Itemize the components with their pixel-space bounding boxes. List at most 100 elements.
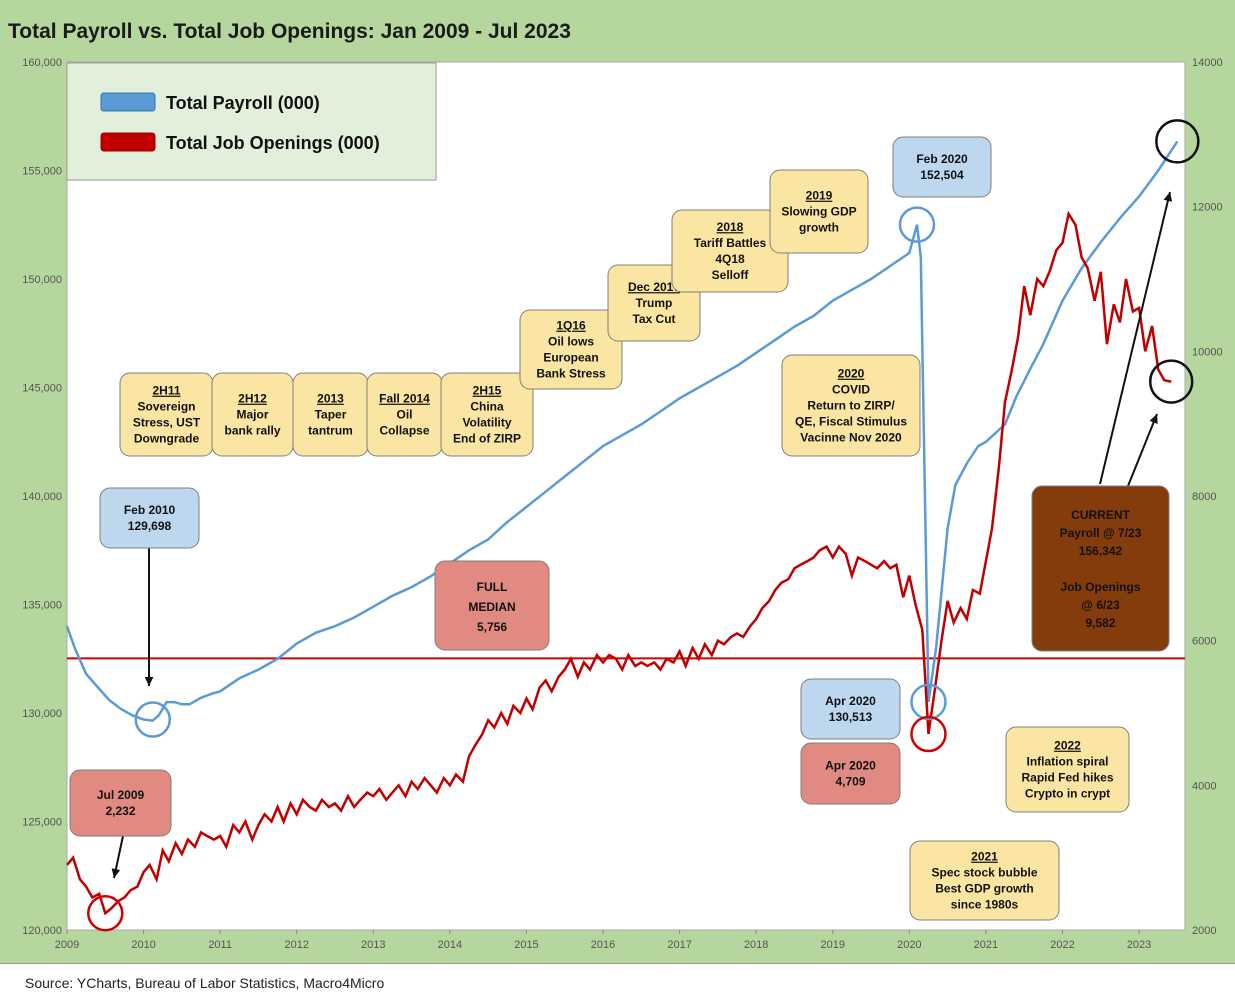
annotation-apr2020p-line: 130,513 bbox=[829, 710, 873, 724]
annotation-feb2020-box bbox=[892, 136, 992, 198]
right-axis-tick-label: 2000 bbox=[1192, 925, 1216, 937]
annotation-covid-box bbox=[781, 354, 921, 457]
annotation-2018-line: 2018 bbox=[717, 220, 744, 234]
annotation-2021-line: since 1980s bbox=[951, 898, 1019, 912]
annotation-2h12-line: 2H12 bbox=[238, 392, 267, 406]
annotation-current-line: 156,342 bbox=[1079, 544, 1123, 558]
x-axis-tick-label: 2020 bbox=[897, 939, 921, 951]
current-jobs-arrow-head bbox=[1149, 414, 1158, 424]
chart-title: Total Payroll vs. Total Job Openings: Ja… bbox=[8, 20, 571, 43]
annotation-2h11-line: Sovereign bbox=[137, 400, 195, 414]
jul-2009-arrow-head bbox=[111, 868, 121, 878]
annotation-apr2020j-line: 4,709 bbox=[835, 775, 865, 789]
x-axis-tick-label: 2021 bbox=[974, 939, 998, 951]
annotation-2021-line: Best GDP growth bbox=[935, 882, 1033, 896]
x-axis-tick-label: 2017 bbox=[667, 939, 691, 951]
annotation-1q16-line: Oil lows bbox=[548, 335, 594, 349]
x-axis-tick-label: 2022 bbox=[1050, 939, 1074, 951]
annotation-current-line: CURRENT bbox=[1071, 508, 1130, 522]
x-axis-tick-label: 2010 bbox=[131, 939, 155, 951]
annotation-covid-line: QE, Fiscal Stimulus bbox=[795, 415, 907, 429]
left-axis-tick-label: 155,000 bbox=[22, 166, 62, 178]
annotation-1q16-line: European bbox=[543, 351, 598, 365]
annotation-apr2020j-box bbox=[800, 742, 901, 805]
annotation-2h11-line: Stress, UST bbox=[133, 416, 201, 430]
feb-2010-arrow bbox=[144, 548, 154, 686]
annotation-feb2010-line: Feb 2010 bbox=[124, 503, 176, 517]
jul-2009-marker bbox=[87, 894, 124, 932]
x-axis-tick-label: 2016 bbox=[591, 939, 615, 951]
annotation-feb2020-line: 152,504 bbox=[920, 168, 964, 182]
annotation-median-line: MEDIAN bbox=[468, 600, 515, 614]
annotation-2022: 2022 Inflation spiral Rapid Fed hikes Crypt… bbox=[1005, 726, 1130, 813]
annotation-current-line: Payroll @ 7/23 bbox=[1060, 526, 1142, 540]
right-axis-tick-label: 4000 bbox=[1192, 780, 1216, 792]
right-axis-tick-label: 6000 bbox=[1192, 636, 1216, 648]
annotation-jul2009-line: 2,232 bbox=[105, 804, 135, 818]
left-axis-tick-label: 125,000 bbox=[22, 817, 62, 829]
annotation-dec2017-line: Dec 2017 bbox=[628, 280, 680, 294]
x-axis-tick-label: 2018 bbox=[744, 939, 768, 951]
annotation-covid-line: COVID bbox=[832, 383, 870, 397]
annotation-2022-line: Inflation spiral bbox=[1026, 755, 1108, 769]
annotation-1q16-line: 1Q16 bbox=[556, 319, 586, 333]
x-axis-tick-label: 2019 bbox=[821, 939, 845, 951]
x-axis-tick-label: 2014 bbox=[438, 939, 462, 951]
x-axis-tick-label: 2015 bbox=[514, 939, 538, 951]
annotation-2021: 2021 Spec stock bubble Best GDP growth sinc… bbox=[909, 840, 1060, 921]
annotation-2013-line: 2013 bbox=[317, 392, 344, 406]
annotation-2h15-line: End of ZIRP bbox=[453, 432, 521, 446]
annotation-2021-line: 2021 bbox=[971, 850, 998, 864]
annotation-jul2009: Jul 2009 2,232 bbox=[69, 769, 172, 837]
current-jobs-arrow-shaft bbox=[1127, 413, 1158, 487]
annotation-2013-line: Taper bbox=[315, 408, 347, 422]
feb-2020-marker bbox=[898, 206, 936, 243]
left-axis-tick-label: 135,000 bbox=[22, 600, 62, 612]
annotation-2h11: 2H11 Sovereign Stress, UST Downgrade bbox=[119, 372, 214, 457]
current-jobs-arrow bbox=[1127, 413, 1158, 487]
annotation-2022-line: Rapid Fed hikes bbox=[1021, 771, 1113, 785]
annotation-feb2020-line: Feb 2020 bbox=[916, 152, 968, 166]
annotation-feb2010-box bbox=[99, 487, 200, 549]
annotation-fall2014-line: Fall 2014 bbox=[379, 392, 430, 406]
annotation-current-line: 9,582 bbox=[1085, 616, 1115, 630]
annotation-covid-line: Vacinne Nov 2020 bbox=[800, 431, 902, 445]
annotation-apr2020j: Apr 2020 4,709 bbox=[800, 742, 901, 805]
current-payroll-arrow-shaft bbox=[1099, 191, 1171, 485]
payroll-series-line bbox=[65, 140, 1179, 722]
annotation-fall2014-line: Oil bbox=[396, 408, 412, 422]
annotation-fall2014-line: Collapse bbox=[379, 424, 429, 438]
source-text: Source: YCharts, Bureau of Labor Statist… bbox=[25, 975, 385, 991]
annotation-apr2020p: Apr 2020 130,513 bbox=[800, 678, 901, 740]
annotation-2018-line: Tariff Battles bbox=[694, 236, 767, 250]
right-axis-tick-label: 12000 bbox=[1192, 202, 1223, 214]
annotation-apr2020p-box bbox=[800, 678, 901, 740]
x-axis-tick-label: 2012 bbox=[284, 939, 308, 951]
annotation-2h11-line: 2H11 bbox=[152, 384, 180, 398]
annotation-dec2017-line: Trump bbox=[636, 296, 673, 310]
annotation-median-line: 5,756 bbox=[477, 620, 507, 634]
annotation-covid-line: 2020 bbox=[838, 367, 865, 381]
left-axis-tick-label: 150,000 bbox=[22, 274, 62, 286]
left-axis-tick-label: 120,000 bbox=[22, 925, 62, 937]
right-axis-tick-label: 14000 bbox=[1192, 57, 1223, 69]
legend-label-payroll: Total Payroll (000) bbox=[166, 93, 320, 113]
annotation-2019-box bbox=[769, 169, 869, 254]
annotation-median-box bbox=[434, 560, 550, 651]
annotation-2021-box bbox=[909, 840, 1060, 921]
job-openings-series-line bbox=[66, 210, 1172, 916]
annotation-2013-line: tantrum bbox=[308, 424, 353, 438]
left-axis-tick-label: 145,000 bbox=[22, 383, 62, 395]
annotation-2h15-box bbox=[440, 372, 534, 457]
feb-2010-marker bbox=[134, 701, 172, 738]
legend-label-job-openings: Total Job Openings (000) bbox=[166, 133, 380, 153]
annotation-2022-box bbox=[1005, 726, 1130, 813]
x-axis-tick-label: 2013 bbox=[361, 939, 385, 951]
plot-area bbox=[66, 61, 1186, 931]
current-payroll-arrow bbox=[1099, 191, 1173, 485]
annotation-1q16-box bbox=[519, 309, 623, 390]
annotation-2021-line: Spec stock bubble bbox=[931, 866, 1037, 880]
annotation-2019-line: Slowing GDP bbox=[781, 205, 856, 219]
annotation-2018: 2018 Tariff Battles 4Q18 Selloff bbox=[671, 209, 789, 293]
